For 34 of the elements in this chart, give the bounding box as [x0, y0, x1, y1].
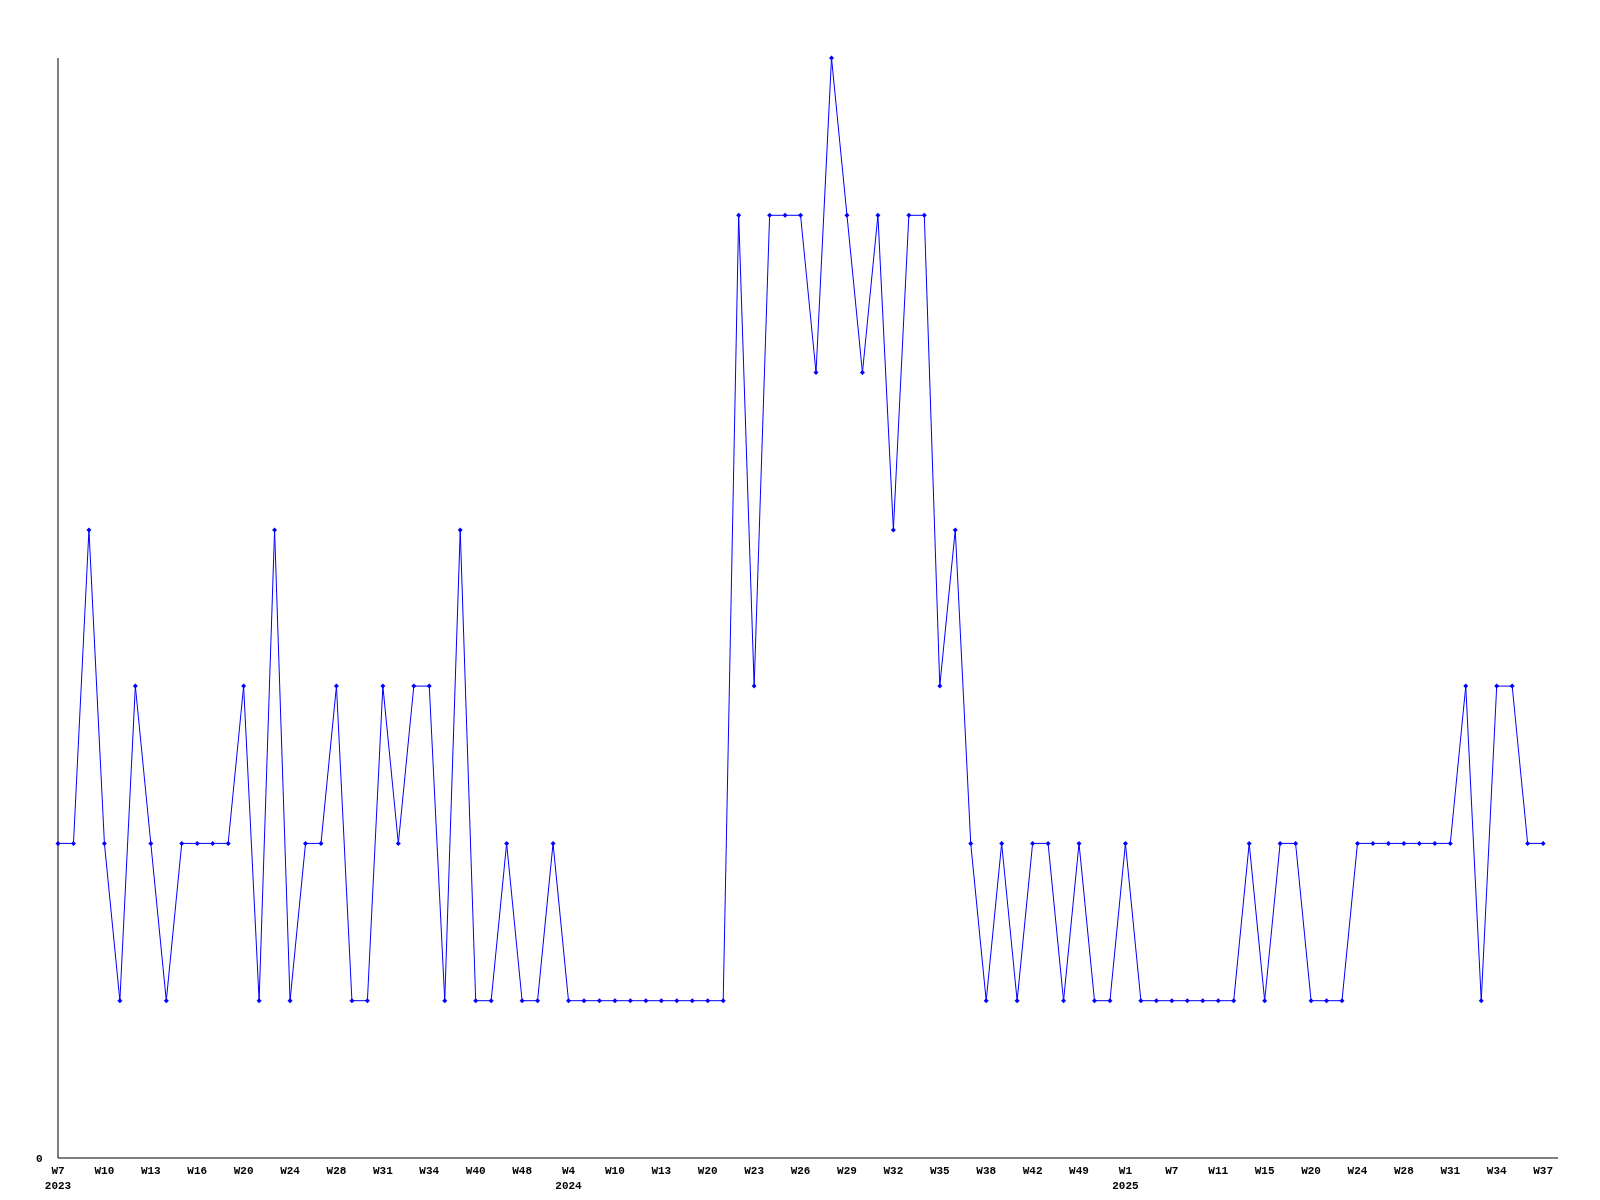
x-tick-label: W26 [790, 1165, 811, 1177]
x-tick-label: W10 [605, 1165, 625, 1177]
x-tick-label: W20 [233, 1165, 254, 1177]
x-tick-label: W24 [280, 1165, 301, 1177]
x-tick-label: W28 [326, 1165, 347, 1177]
x-tick-label: W49 [1069, 1165, 1089, 1177]
x-tick-label: W10 [94, 1165, 115, 1177]
text: 0 [36, 1153, 43, 1165]
x-tick-label: W38 [976, 1165, 997, 1177]
x-tick-label: W7 [1165, 1165, 1179, 1177]
x-tick-label: W31 [1440, 1165, 1461, 1177]
x-tick-label: W48 [512, 1165, 533, 1177]
x-tick-label: W20 [697, 1165, 718, 1177]
x-tick-label: W11 [1208, 1165, 1229, 1177]
x-tick-label: W1 2025 [1112, 1165, 1140, 1192]
x-tick-label: W16 [187, 1165, 208, 1177]
x-tick-label: W34 [419, 1165, 440, 1177]
x-tick-label: W37 [1533, 1165, 1554, 1177]
x-tick-label: W7 2023 [44, 1165, 72, 1192]
x-tick-label: W13 [651, 1165, 672, 1177]
x-tick-label: W40 [465, 1165, 486, 1177]
x-tick-label: W23 [744, 1165, 765, 1177]
x-tick-label: W42 [1022, 1165, 1043, 1177]
x-tick-label: W24 [1347, 1165, 1368, 1177]
x-tick-label: W15 [1254, 1165, 1275, 1177]
x-tick-label: W35 [929, 1165, 951, 1177]
x-tick-label: W32 [883, 1165, 904, 1177]
x-tick-label: W4 2024 [555, 1165, 583, 1192]
x-tick-label: W20 [1301, 1165, 1321, 1177]
x-tick-label: W28 [1393, 1165, 1415, 1177]
x-tick-label: W31 [372, 1165, 394, 1177]
x-tick-label: W13 [140, 1165, 162, 1177]
x-tick-label: W34 [1486, 1165, 1508, 1177]
x-tick-label: W29 [837, 1165, 857, 1177]
